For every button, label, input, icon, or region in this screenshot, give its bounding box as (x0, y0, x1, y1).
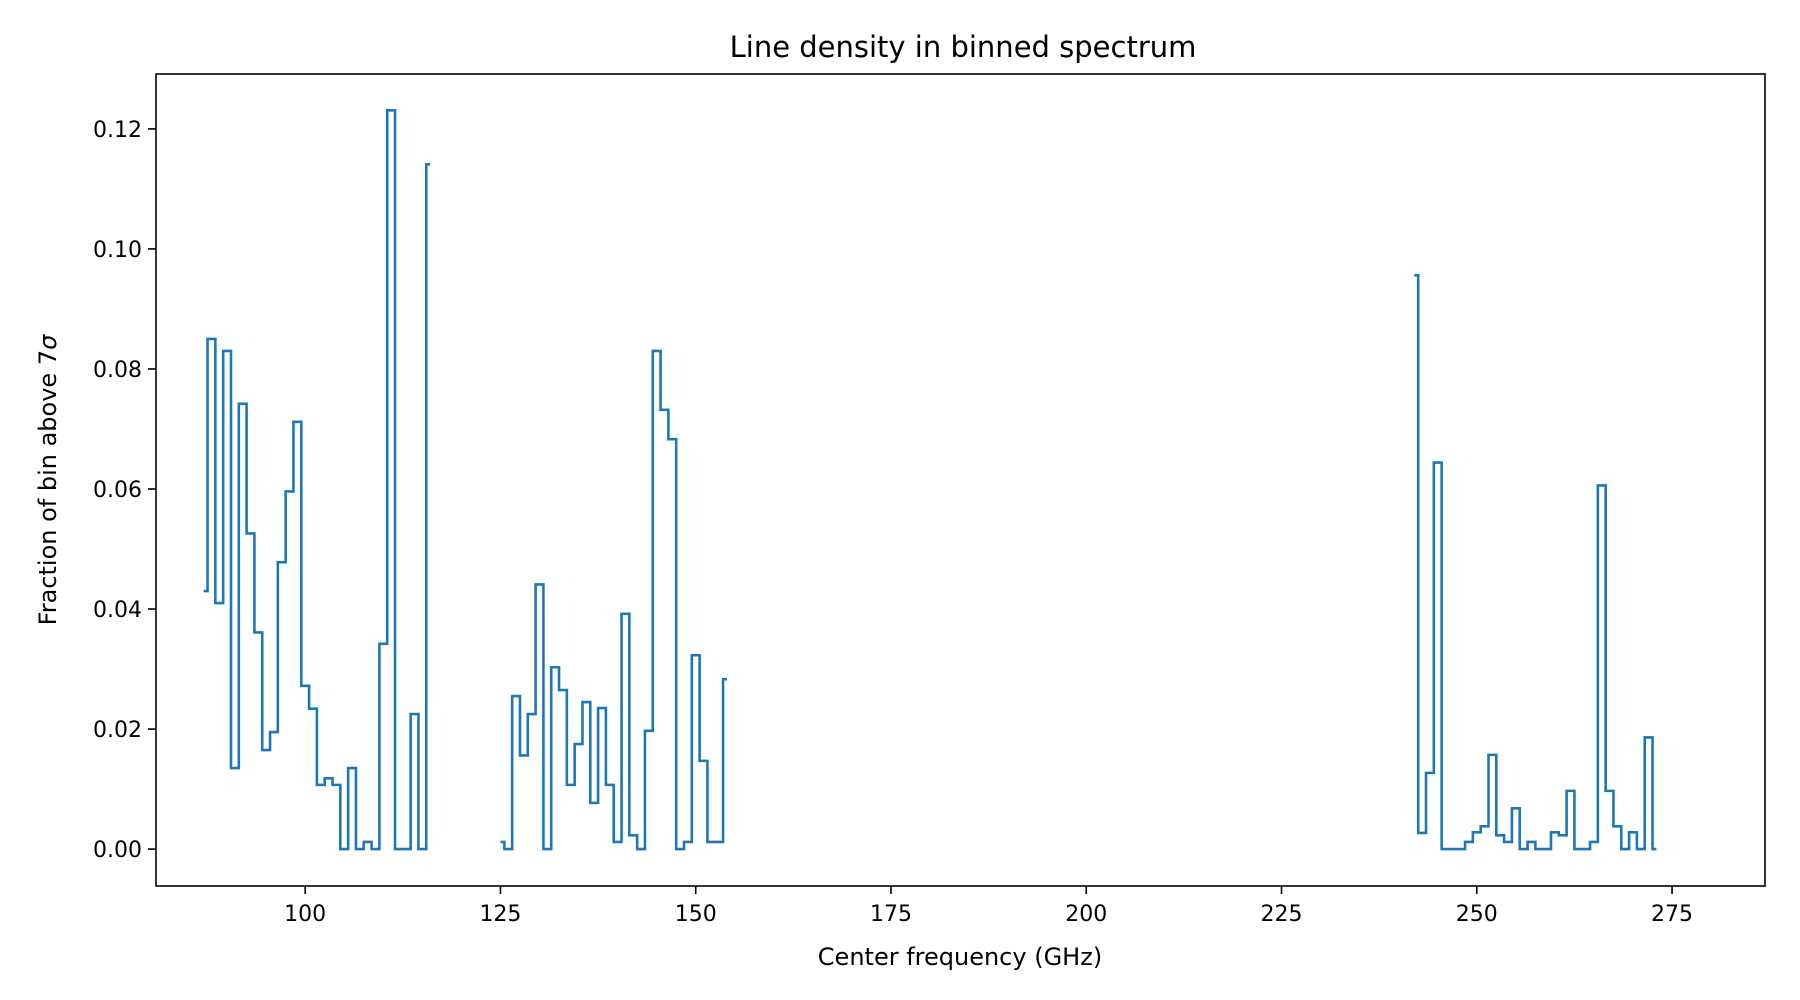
y-axis: 0.00 0.02 0.04 0.06 0.08 0.10 0.12 (93, 118, 156, 863)
series-line (1414, 274, 1657, 851)
y-axis-label-text: Fraction of bin above 7 (34, 350, 62, 625)
y-tick-label: 0.08 (93, 358, 142, 383)
y-axis-label: Fraction of bin above 7σ (34, 334, 62, 625)
y-tick-label: 0.00 (93, 838, 142, 863)
x-tick-label: 200 (1065, 902, 1107, 927)
plot-frame (155, 73, 1766, 887)
x-tick-label: 225 (1261, 902, 1303, 927)
x-tick-label: 250 (1456, 902, 1498, 927)
plot-series (203, 109, 1657, 851)
x-axis: 100 125 150 175 200 225 250 275 (284, 886, 1693, 927)
y-tick-label: 0.02 (93, 718, 142, 743)
y-tick-label: 0.04 (93, 598, 142, 623)
x-tick-label: 150 (675, 902, 717, 927)
series-line (203, 109, 431, 851)
y-axis-label-symbol: σ (34, 334, 62, 350)
series-line (500, 349, 727, 851)
y-tick-label: 0.10 (93, 238, 142, 263)
x-tick-label: 275 (1651, 902, 1693, 927)
chart-title: Line density in binned spectrum (730, 30, 1197, 64)
x-tick-label: 125 (479, 902, 521, 927)
x-tick-label: 175 (870, 902, 912, 927)
x-axis-label: Center frequency (GHz) (818, 943, 1102, 971)
y-tick-label: 0.12 (93, 118, 142, 143)
y-tick-label: 0.06 (93, 478, 142, 503)
x-tick-label: 100 (284, 902, 326, 927)
